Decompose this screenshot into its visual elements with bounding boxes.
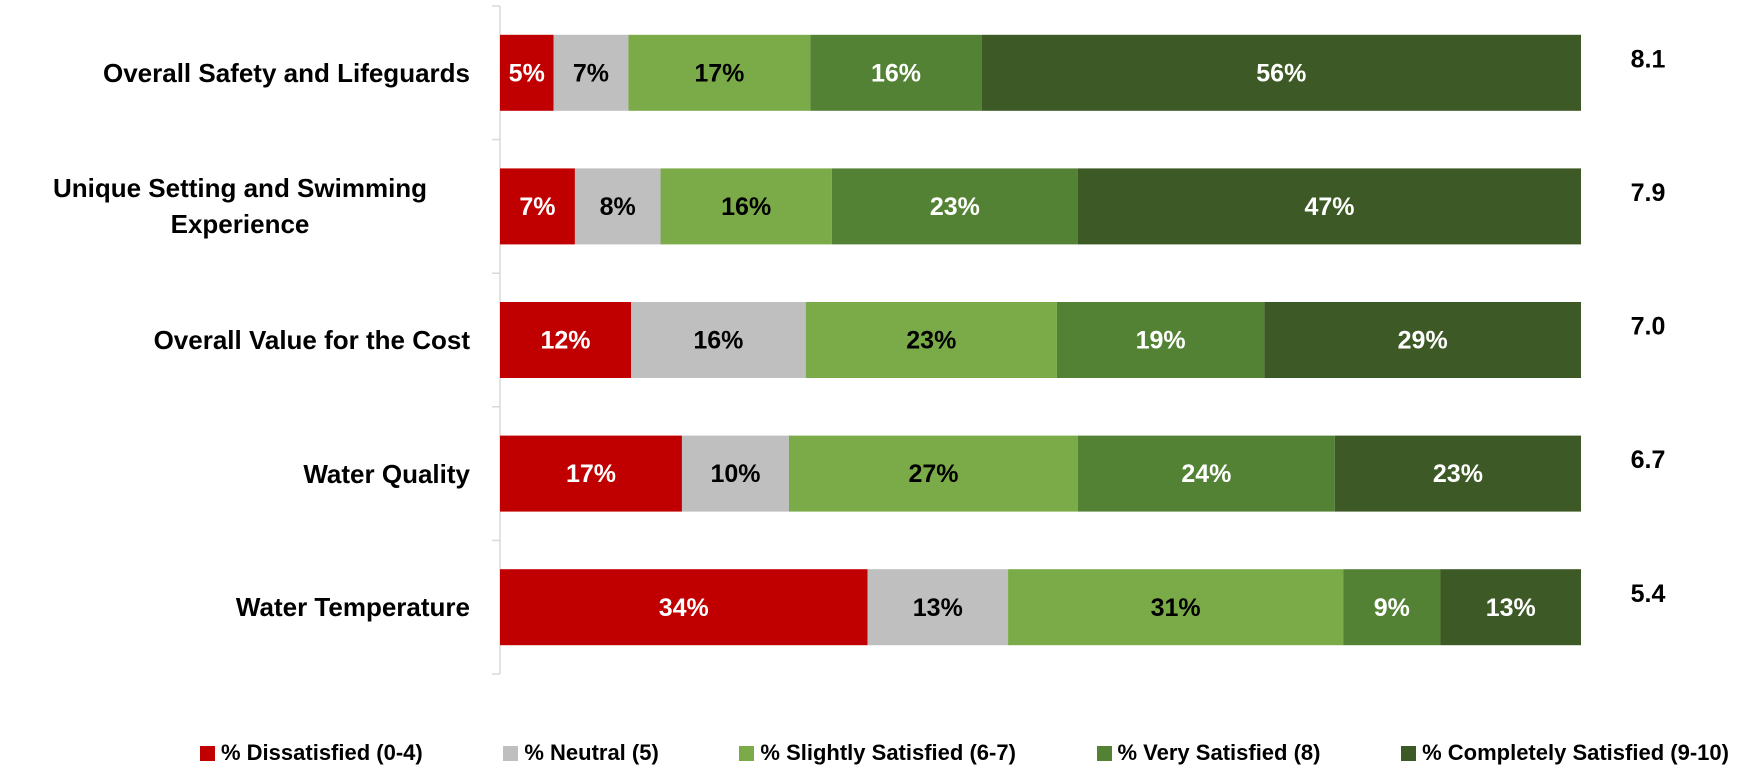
data-label: 23%	[1433, 460, 1483, 488]
legend-text: % Slightly Satisfied (6-7)	[760, 740, 1016, 765]
data-label: 12%	[540, 327, 590, 355]
category-text: Unique Setting and Swimming Experience	[52, 173, 428, 240]
data-label: 10%	[710, 460, 760, 488]
bar-segment	[981, 34, 1581, 111]
bar-segment	[500, 435, 682, 512]
bar-segment	[500, 569, 868, 646]
bar-segment	[500, 302, 632, 378]
bar-segment	[1264, 302, 1581, 378]
data-label: 13%	[913, 594, 963, 622]
category-text: Water Temperature	[235, 592, 470, 623]
data-label: 47%	[1304, 193, 1354, 221]
legend-swatch	[503, 745, 519, 761]
data-label: 13%	[1486, 594, 1536, 622]
bar-segment	[867, 569, 1009, 646]
bar-segment	[574, 168, 661, 245]
bar-segment	[681, 435, 789, 512]
legend-text: % Very Satisfied (8)	[1117, 740, 1321, 765]
legend-text: % Dissatisfied (0-4)	[221, 740, 423, 765]
category-label: Water Quality	[303, 456, 470, 492]
data-label: 17%	[566, 460, 616, 488]
score-label: 5.4	[1631, 580, 1666, 608]
legend-swatch	[1096, 745, 1112, 761]
bar-segment	[1440, 569, 1581, 646]
legend-item: % Completely Satisfied (9-10)	[1401, 740, 1729, 766]
data-label: 17%	[694, 59, 744, 87]
data-label: 5%	[509, 59, 545, 87]
bar-segment	[660, 168, 832, 245]
data-label: 16%	[871, 59, 921, 87]
bar-segment	[805, 302, 1057, 378]
data-label: 34%	[659, 594, 709, 622]
bar-segment	[628, 34, 811, 111]
legend-swatch	[1401, 745, 1417, 761]
data-label: 24%	[1181, 460, 1231, 488]
data-label: 27%	[908, 460, 958, 488]
score-label: 8.1	[1631, 45, 1666, 73]
legend-text: % Neutral (5)	[524, 740, 659, 765]
data-label: 8%	[600, 193, 636, 221]
category-label: Overall Safety and Lifeguards	[103, 55, 470, 91]
data-label: 16%	[693, 327, 743, 355]
bar-segment	[810, 34, 982, 111]
bar-segment	[1077, 168, 1581, 245]
legend-item: % Very Satisfied (8)	[1096, 740, 1321, 766]
bar-segment	[553, 34, 629, 111]
category-label: Water Temperature	[236, 589, 470, 625]
data-label: 19%	[1136, 327, 1186, 355]
legend-swatch	[200, 745, 215, 761]
legend-item: % Dissatisfied (0-4)	[200, 740, 423, 766]
data-label: 23%	[906, 327, 956, 355]
data-label: 16%	[721, 193, 771, 221]
data-label: 29%	[1398, 327, 1448, 355]
score-label: 6.7	[1631, 446, 1666, 474]
data-label: 7%	[519, 193, 555, 221]
legend-swatch	[739, 745, 755, 761]
data-label: 7%	[573, 59, 609, 87]
bar-segment	[500, 168, 575, 245]
score-label: 7.0	[1631, 313, 1666, 341]
legend-item: % Neutral (5)	[503, 740, 659, 766]
data-label: 23%	[930, 193, 980, 221]
data-label: 56%	[1256, 59, 1306, 87]
bar-segment	[500, 34, 554, 111]
legend-item: % Slightly Satisfied (6-7)	[739, 740, 1016, 766]
legend: % Dissatisfied (0-4) % Neutral (5) % Sligh…	[200, 740, 1729, 766]
bar-segment	[1056, 302, 1265, 378]
category-text: Water Quality	[303, 458, 470, 489]
bar-segment	[1334, 435, 1581, 512]
bar-segment	[1343, 569, 1441, 646]
category-text: Overall Value for the Cost	[153, 325, 470, 355]
bar-segment	[1077, 435, 1335, 512]
data-label: 9%	[1374, 594, 1410, 622]
score-label: 7.9	[1631, 179, 1666, 207]
category-text: Overall Safety and Lifeguards	[102, 57, 470, 88]
bar-segment	[788, 435, 1078, 512]
category-label: Overall Value for the Cost	[154, 322, 470, 358]
data-label: 31%	[1151, 594, 1201, 622]
legend-text: % Completely Satisfied (9-10)	[1422, 740, 1729, 765]
bar-segment	[1008, 569, 1344, 646]
bar-segment	[631, 302, 806, 378]
bar-segment	[831, 168, 1078, 245]
category-label: Unique Setting and Swimming Experience	[10, 170, 470, 242]
